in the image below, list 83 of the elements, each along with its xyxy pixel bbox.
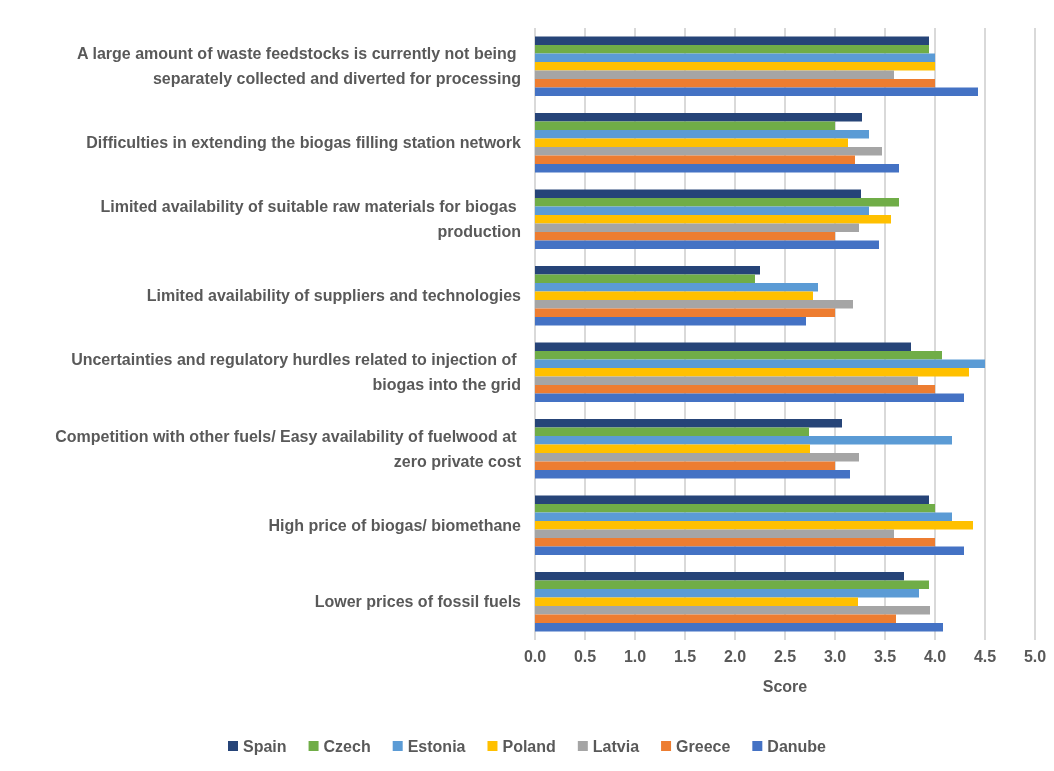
bar <box>535 44 929 54</box>
bar <box>535 147 882 156</box>
y-tick-label: A large amount of waste feedstocks is currently not being separately collected and diverted for processing <box>77 45 521 88</box>
bar <box>535 291 813 301</box>
bar <box>535 546 964 556</box>
bar <box>535 87 978 97</box>
legend-label: Danube <box>767 737 827 755</box>
bar <box>535 206 869 215</box>
bar <box>535 274 755 283</box>
bar <box>535 232 835 241</box>
bar <box>535 495 929 504</box>
legend-label: Greece <box>676 737 731 755</box>
bar <box>535 435 952 445</box>
bar <box>535 385 935 394</box>
x-tick-label: 1.5 <box>673 647 697 665</box>
bar <box>535 53 935 62</box>
bar <box>535 427 809 436</box>
bar <box>535 606 930 615</box>
bar <box>535 138 848 148</box>
bar <box>535 189 861 198</box>
y-tick-label: Competition with other fuels/ Easy availability of fuelwood at zero private cost <box>55 427 522 470</box>
bar <box>535 453 859 462</box>
legend-label: Spain <box>243 737 287 755</box>
legend-label: Czech <box>323 737 371 755</box>
bar <box>535 129 869 139</box>
bar <box>535 240 879 250</box>
bar <box>535 282 818 292</box>
bar <box>535 308 835 318</box>
bar <box>535 121 835 130</box>
bar <box>535 61 935 71</box>
bar <box>535 36 929 45</box>
bar <box>535 70 894 80</box>
bar <box>535 393 964 403</box>
bar <box>535 367 969 377</box>
legend-label: Estonia <box>407 737 466 755</box>
x-tick-label: 4.0 <box>923 647 947 665</box>
bar <box>535 580 929 589</box>
y-tick-label: Lower prices of fossil fuels <box>314 593 522 611</box>
bar <box>535 512 952 521</box>
bar <box>535 359 985 368</box>
bar <box>535 529 894 539</box>
bar <box>535 317 806 326</box>
y-tick-label: Limited availability of suitable raw materials for biogas production <box>100 198 521 241</box>
bar <box>535 79 935 88</box>
x-tick-label: 1.0 <box>623 647 647 665</box>
bar <box>535 197 899 207</box>
bar <box>535 623 943 632</box>
bar <box>535 614 896 624</box>
bar <box>535 461 835 471</box>
y-tick-label: Uncertainties and regulatory hurdles related to injection of biogas into the grid <box>71 351 521 394</box>
bar <box>535 112 862 122</box>
x-tick-label: 0.0 <box>523 647 547 665</box>
bar <box>535 520 973 530</box>
legend-label: Latvia <box>592 737 640 755</box>
x-tick-label: 2.5 <box>773 647 797 665</box>
x-tick-label: 5.0 <box>1023 647 1047 665</box>
bar <box>535 376 918 386</box>
bar <box>535 223 859 233</box>
x-tick-label: 2.0 <box>723 647 747 665</box>
bar <box>535 155 855 165</box>
bar <box>535 444 810 454</box>
bar <box>535 164 899 173</box>
bar <box>535 265 760 275</box>
legend-label: Poland <box>502 737 556 755</box>
x-axis-title: Score <box>762 677 808 695</box>
bar <box>535 300 853 309</box>
y-tick-label: Difficulties in extending the biogas filling station network <box>86 134 522 152</box>
bar <box>535 503 935 513</box>
bar <box>535 470 850 479</box>
y-tick-label: High price of biogas/ biomethane <box>268 516 522 534</box>
y-tick-label: Limited availability of suppliers and technologies <box>146 287 522 305</box>
x-tick-label: 4.5 <box>973 647 997 665</box>
bar <box>535 571 904 581</box>
bar <box>535 350 942 360</box>
bar <box>535 588 919 598</box>
x-tick-label: 3.5 <box>873 647 897 665</box>
x-tick-label: 3.0 <box>823 647 847 665</box>
x-tick-label: 0.5 <box>573 647 597 665</box>
bar <box>535 597 858 607</box>
bar <box>535 538 935 547</box>
bar <box>535 214 891 224</box>
bar <box>535 342 911 351</box>
bar <box>535 418 842 428</box>
